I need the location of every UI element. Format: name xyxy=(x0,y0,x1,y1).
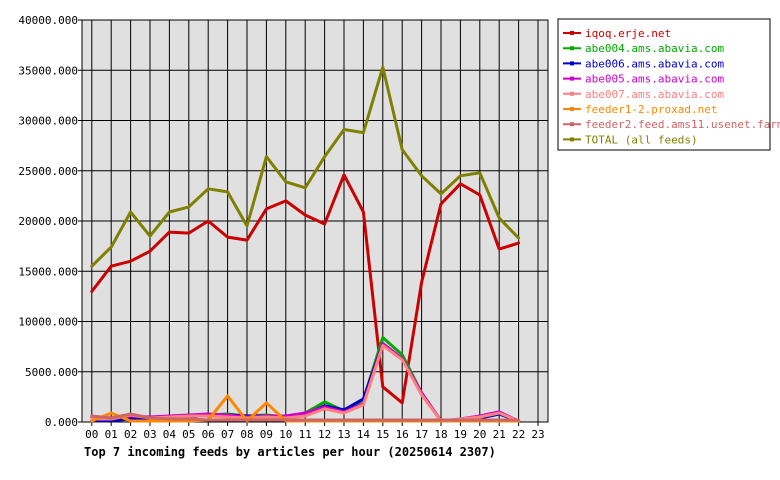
x-tick-label: 13 xyxy=(337,428,350,441)
legend-label: abe007.ams.abavia.com xyxy=(585,88,724,101)
legend-swatch-marker xyxy=(570,61,574,66)
series-line-6 xyxy=(90,412,521,422)
x-tick-label: 21 xyxy=(493,428,506,441)
x-tick-label: 20 xyxy=(473,428,486,441)
legend-box xyxy=(557,18,771,151)
legend-label: feeder2.feed.ams11.usenet.farm xyxy=(585,118,780,131)
x-tick-label: 14 xyxy=(357,428,371,441)
x-tick-label: 01 xyxy=(105,428,118,441)
x-axis: 00 01 02 03 04 05 06 07 08 09 10 11 12 13 14 15 16 17 18 19… xyxy=(85,422,545,441)
series-line-0 xyxy=(90,173,521,405)
y-tick-label: 5000.000 xyxy=(25,366,78,379)
legend-label: abe006.ams.abavia.com xyxy=(585,57,724,70)
x-tick-label: 02 xyxy=(124,428,137,441)
x-tick-label: 19 xyxy=(454,428,467,441)
x-tick-label: 00 xyxy=(85,428,98,441)
legend-label: iqoq.erje.net xyxy=(585,27,671,40)
x-tick-label: 04 xyxy=(163,428,177,441)
legend-swatch-marker xyxy=(570,46,574,51)
y-tick-label: 25000.000 xyxy=(18,165,78,178)
y-tick-label: 30000.000 xyxy=(18,115,78,128)
legend-label: abe005.ams.abavia.com xyxy=(585,73,724,86)
y-tick-label: 35000.000 xyxy=(18,64,78,77)
legend: iqoq.erje.net abe004.ams.abavia.com abe006… xyxy=(557,18,780,151)
y-tick-label: 40000.000 xyxy=(18,14,78,27)
legend-swatch-marker xyxy=(570,76,574,81)
x-tick-label: 18 xyxy=(434,428,447,441)
chart-title: Top 7 incoming feeds by articles per hou… xyxy=(84,445,496,459)
legend-swatch-marker xyxy=(570,137,574,142)
x-tick-label: 05 xyxy=(182,428,195,441)
x-tick-label: 09 xyxy=(260,428,273,441)
x-tick-label: 16 xyxy=(396,428,409,441)
legend-label: abe004.ams.abavia.com xyxy=(585,42,724,55)
legend-label: TOTAL (all feeds) xyxy=(585,133,698,146)
y-tick-label: 15000.000 xyxy=(18,265,78,278)
x-tick-label: 11 xyxy=(299,428,312,441)
x-tick-label: 06 xyxy=(202,428,215,441)
legend-swatch-marker xyxy=(570,107,574,111)
x-tick-label: 10 xyxy=(279,428,292,441)
x-tick-label: 12 xyxy=(318,428,331,441)
legend-swatch-marker xyxy=(570,31,574,35)
x-tick-label: 08 xyxy=(240,428,253,441)
legend-swatch-marker xyxy=(570,122,574,127)
y-tick-label: 20000.000 xyxy=(18,215,78,228)
y-tick-label: 10000.000 xyxy=(18,316,78,329)
x-tick-label: 22 xyxy=(512,428,525,441)
x-tick-label: 15 xyxy=(376,428,389,441)
x-tick-label: 03 xyxy=(143,428,156,441)
series-line-7 xyxy=(90,65,521,268)
x-tick-label: 23 xyxy=(531,428,544,441)
x-tick-label: 07 xyxy=(221,428,234,441)
legend-label: feeder1-2.proxad.net xyxy=(585,103,717,116)
y-tick-label: 0.000 xyxy=(45,416,78,429)
y-axis: 0.000 5000.000 10000.000 15000.000 20000.000… xyxy=(18,14,82,429)
legend-swatch-marker xyxy=(570,91,574,96)
x-tick-label: 17 xyxy=(415,428,428,441)
series-lines xyxy=(90,65,521,423)
